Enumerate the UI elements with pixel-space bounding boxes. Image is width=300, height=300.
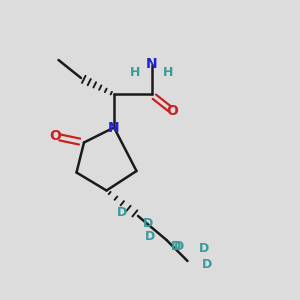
Text: D: D xyxy=(202,257,212,271)
Text: H: H xyxy=(163,65,173,79)
Text: D: D xyxy=(170,239,181,253)
Text: D: D xyxy=(143,217,154,230)
Text: O: O xyxy=(50,130,61,143)
Text: D: D xyxy=(199,242,209,256)
Text: D: D xyxy=(116,206,127,220)
Text: O: O xyxy=(167,104,178,118)
Text: D: D xyxy=(173,239,184,253)
Text: H: H xyxy=(130,65,140,79)
Text: D: D xyxy=(145,230,155,244)
Text: N: N xyxy=(108,121,120,134)
Text: N: N xyxy=(146,58,157,71)
